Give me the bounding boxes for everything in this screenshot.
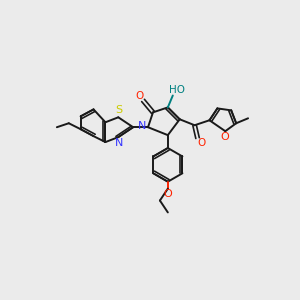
Text: O: O <box>197 138 206 148</box>
Text: O: O <box>164 189 172 199</box>
Text: O: O <box>220 132 229 142</box>
Text: O: O <box>135 91 143 100</box>
Text: N: N <box>138 121 146 131</box>
Text: S: S <box>116 105 123 116</box>
Text: N: N <box>115 138 124 148</box>
Text: HO: HO <box>169 85 185 94</box>
